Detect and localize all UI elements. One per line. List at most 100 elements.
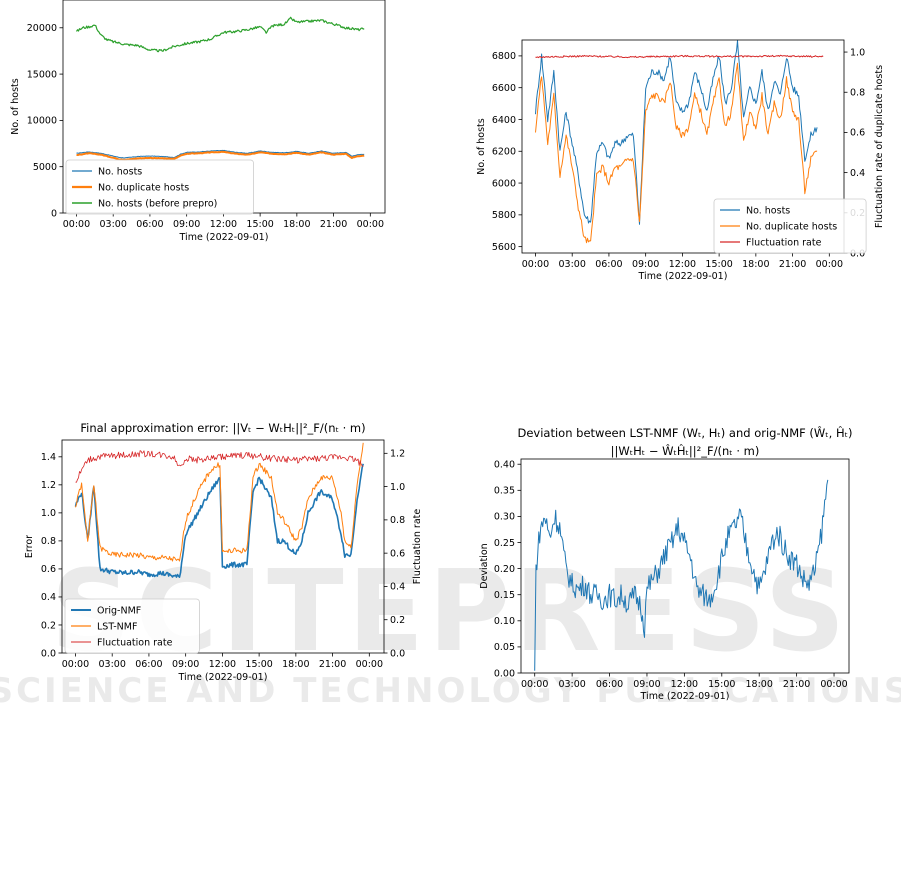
x-tick-label: 21:00	[779, 259, 806, 270]
x-tick-label: 21:00	[320, 219, 347, 230]
y2-tick-label: 0.8	[390, 515, 405, 526]
x-tick-label: 18:00	[746, 679, 773, 690]
legend-box	[64, 598, 200, 654]
y-tick-label: 0.6	[41, 564, 56, 575]
y-tick-label: 0.2	[41, 620, 56, 631]
legend-label: No. duplicate hosts	[98, 182, 189, 193]
x-tick-label: 21:00	[319, 659, 346, 670]
x-tick-label: 09:00	[633, 679, 660, 690]
x-tick-label: 00:00	[816, 259, 843, 270]
x-tick-label: 03:00	[558, 679, 585, 690]
y-tick-label: 1.0	[41, 508, 56, 519]
x-tick-label: 12:00	[209, 659, 236, 670]
x-tick-label: 03:00	[100, 219, 127, 230]
x-tick-label: 18:00	[282, 659, 309, 670]
y2-axis-label: Fluctuation rate of duplicate hosts	[874, 65, 885, 228]
x-axis-label: Time (2022-09-01)	[638, 271, 728, 282]
y-tick-label: 6800	[492, 51, 516, 62]
y-tick-label: 10000	[27, 116, 57, 127]
y2-tick-label: 0.8	[850, 88, 865, 99]
x-tick-label: 06:00	[595, 259, 622, 270]
y2-tick-label: 1.2	[390, 449, 405, 460]
legend-label: No. hosts (before prepro)	[98, 198, 217, 209]
x-tick-label: 00:00	[357, 219, 384, 230]
x-axis-label: Time (2022-09-01)	[179, 232, 269, 243]
series-line-3	[75, 16, 365, 53]
y2-axis-label: Fluctuation rate	[412, 509, 423, 585]
y-tick-label: 0	[51, 208, 57, 219]
x-tick-label: 06:00	[136, 219, 163, 230]
x-tick-label: 00:00	[63, 219, 90, 230]
chart-3: Final approximation error: ||Vₜ − WₜHₜ||…	[24, 421, 423, 683]
y-tick-label: 0.15	[494, 590, 515, 601]
series-line-2	[535, 62, 818, 244]
y-axis-label: Deviation	[479, 543, 490, 588]
x-tick-label: 00:00	[521, 679, 548, 690]
y2-tick-label: 0.0	[850, 248, 865, 259]
x-tick-label: 18:00	[742, 259, 769, 270]
y-tick-label: 0.40	[494, 460, 515, 471]
x-tick-label: 15:00	[245, 659, 272, 670]
charts-layer: 00:00 03:00 06:00 09:00 12:00 15:00 18:00 21:00…	[10, 0, 885, 702]
y-tick-label: 15000	[27, 69, 57, 80]
x-tick-label: 06:00	[135, 659, 162, 670]
plot-frame	[61, 439, 385, 654]
x-tick-label: 09:00	[173, 219, 200, 230]
y2-tick-label: 1.0	[390, 482, 405, 493]
y-tick-label: 0.35	[494, 486, 515, 497]
chart-subtitle: ||WₜHₜ − ŴₜĤₜ||²_F/(nₜ · m)	[611, 443, 760, 458]
y2-tick-label: 1.0	[850, 47, 865, 58]
y2-tick-label: 0.4	[390, 582, 405, 593]
y2-tick-label: 0.6	[390, 548, 405, 559]
y-tick-label: 0.8	[41, 536, 56, 547]
series-line-1	[76, 149, 365, 159]
x-tick-label: 15:00	[708, 679, 735, 690]
legend-label: No. duplicate hosts	[746, 221, 837, 232]
x-tick-label: 18:00	[283, 219, 310, 230]
legend-label: Orig-NMF	[97, 605, 141, 616]
y-tick-label: 0.25	[494, 538, 515, 549]
series-line-3	[75, 450, 364, 483]
legend-label: No. hosts	[98, 166, 142, 177]
y-tick-label: 6000	[492, 178, 516, 189]
x-tick-label: 00:00	[522, 259, 549, 270]
x-tick-label: 00:00	[820, 679, 847, 690]
series-line-2	[75, 442, 364, 562]
legend: No. hosts No. duplicate hosts No. hosts (b…	[65, 159, 254, 215]
y-tick-label: 5000	[33, 162, 57, 173]
y-axis-label: Error	[24, 535, 35, 558]
legend-label: Fluctuation rate	[746, 237, 822, 248]
series-line-3	[535, 54, 824, 59]
legend-box	[65, 159, 254, 215]
chart-title: Final approximation error: ||Vₜ − WₜHₜ||…	[80, 421, 365, 435]
chart-2: 00:00 03:00 06:00 09:00 12:00 15:00 18:00 21:00…	[476, 39, 885, 282]
y2-tick-label: 0.6	[850, 128, 865, 139]
series-line-1	[535, 40, 818, 225]
y-tick-label: 0.30	[494, 512, 515, 523]
series-line-1	[534, 479, 829, 671]
legend-label: LST-NMF	[97, 621, 137, 632]
x-tick-label: 03:00	[559, 259, 586, 270]
y-tick-label: 6600	[492, 83, 516, 94]
legend-label: No. hosts	[746, 205, 790, 216]
x-tick-label: 00:00	[356, 659, 383, 670]
legend: No. hosts No. duplicate hosts Fluctuation …	[713, 198, 867, 254]
y-tick-label: 6200	[492, 147, 516, 158]
chart-1: 00:00 03:00 06:00 09:00 12:00 15:00 18:00 21:00…	[10, 0, 386, 243]
series-line-2	[76, 150, 365, 161]
legend: Orig-NMF LST-NMF Fluctuation rate	[64, 598, 200, 654]
legend-box	[713, 198, 867, 254]
x-tick-label: 21:00	[783, 679, 810, 690]
plot-frame	[520, 458, 850, 674]
y-tick-label: 1.2	[41, 480, 56, 491]
y-axis-label: No. of hosts	[10, 78, 21, 134]
x-tick-label: 09:00	[172, 659, 199, 670]
y-tick-label: 0.4	[41, 592, 56, 603]
y-tick-label: 0.10	[494, 616, 515, 627]
y2-tick-label: 0.0	[390, 648, 405, 659]
y-tick-label: 5600	[492, 242, 516, 253]
x-tick-label: 12:00	[210, 219, 237, 230]
series-line-1	[74, 463, 364, 578]
y-tick-label: 1.4	[41, 452, 56, 463]
